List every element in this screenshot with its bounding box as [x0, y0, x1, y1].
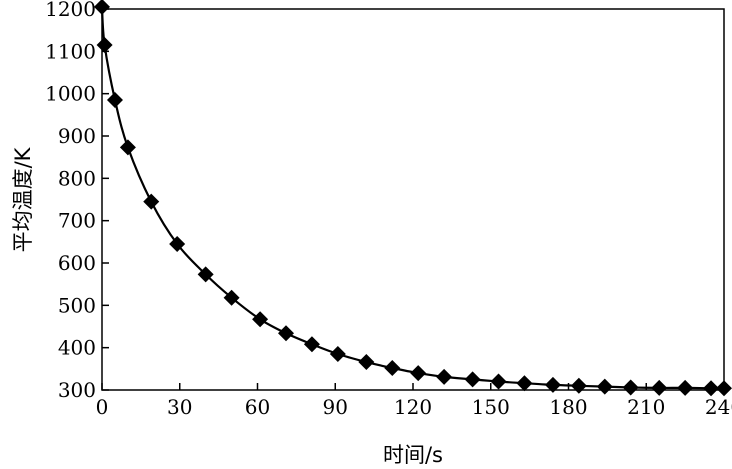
- x-tick-label: 210: [627, 395, 665, 419]
- data-point-marker: [622, 379, 639, 396]
- data-point-marker: [96, 36, 113, 53]
- y-axis-label: 平均温度/K: [11, 146, 35, 252]
- series-markers: [94, 0, 732, 397]
- data-point-marker: [464, 371, 481, 388]
- data-point-marker: [252, 311, 269, 328]
- data-point-marker: [410, 365, 427, 382]
- y-tick-label: 400: [58, 336, 96, 360]
- data-point-marker: [516, 375, 533, 392]
- data-point-marker: [197, 266, 214, 283]
- y-tick-label: 600: [58, 251, 96, 275]
- y-tick-label: 900: [58, 124, 96, 148]
- x-tick-label: 60: [245, 395, 270, 419]
- data-point-marker: [651, 379, 668, 396]
- x-axis-label: 时间/s: [383, 443, 443, 467]
- y-tick-label: 300: [58, 378, 96, 402]
- data-point-marker: [94, 0, 110, 15]
- series-line: [100, 6, 725, 390]
- data-point-marker: [278, 325, 295, 342]
- x-tick-label: 240: [705, 395, 732, 419]
- x-tick-label: 0: [96, 395, 109, 419]
- y-tick-label: 800: [58, 166, 96, 190]
- data-point-marker: [570, 377, 587, 394]
- y-tick-label: 1000: [45, 82, 96, 106]
- y-axis: 300 400 500 600 700 800 900 1000 1100 1200: [45, 0, 109, 402]
- data-point-marker: [106, 92, 123, 109]
- data-point-marker: [119, 139, 136, 156]
- data-point-marker: [544, 376, 561, 393]
- data-point-marker: [703, 380, 720, 397]
- x-tick-label: 150: [472, 395, 510, 419]
- data-point-marker: [329, 346, 346, 363]
- data-point-marker: [169, 235, 186, 252]
- x-tick-label: 30: [167, 395, 192, 419]
- x-tick-label: 180: [549, 395, 587, 419]
- data-point-marker: [436, 368, 453, 385]
- data-point-marker: [303, 336, 320, 353]
- y-tick-label: 1200: [45, 0, 96, 21]
- x-tick-label: 120: [394, 395, 432, 419]
- data-point-marker: [716, 380, 732, 397]
- data-point-marker: [677, 379, 694, 396]
- data-point-marker: [384, 359, 401, 376]
- data-point-marker: [223, 289, 240, 306]
- data-point-marker: [490, 373, 507, 390]
- data-point-marker: [358, 354, 375, 371]
- data-point-marker: [143, 193, 160, 210]
- plot-area-frame: [101, 8, 725, 391]
- data-point-marker: [596, 378, 613, 395]
- y-tick-label: 500: [58, 293, 96, 317]
- y-tick-label: 700: [58, 209, 96, 233]
- x-tick-label: 90: [323, 395, 348, 419]
- x-axis: 0 30 60 90 120 150 180 210 240: [96, 383, 732, 419]
- y-tick-label: 1100: [45, 39, 96, 63]
